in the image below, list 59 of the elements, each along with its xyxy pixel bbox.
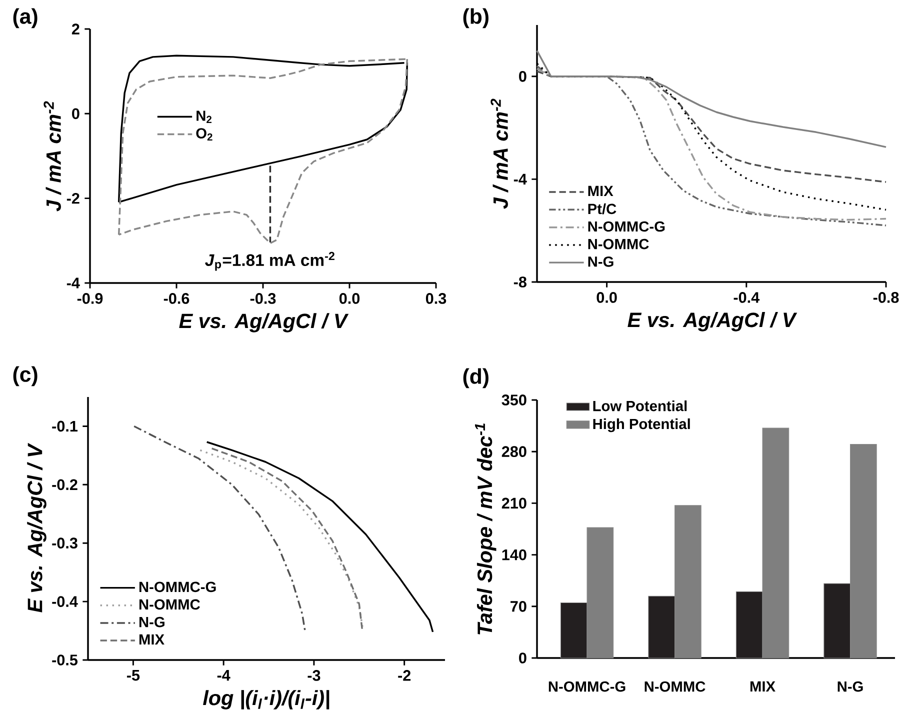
x-tick-label: -5 — [126, 670, 140, 681]
legend-label: Low Potential — [593, 400, 687, 412]
y-tick-label: 140 — [502, 549, 526, 560]
y-axis-title: J / mA cm$^{-2}$ — [44, 101, 62, 212]
y-tick-label: 0 — [519, 70, 526, 82]
y-tick-label: -4 — [66, 278, 80, 288]
x-axis-title: log |(i$_{l}$·i)/(i$_{l}$-i)| — [203, 690, 330, 710]
x-axis-title: E vs. Ag/AgCl / V — [628, 312, 798, 332]
x-tick-label: -0.8 — [873, 292, 899, 303]
legend-label: N$_{2}$ — [196, 110, 212, 123]
legend-label: High Potential — [593, 418, 690, 432]
legend-label: Pt/C — [588, 203, 616, 214]
y-tick-label: -2 — [66, 192, 80, 204]
y-tick-label: 2 — [72, 24, 80, 34]
x-tick-label: -0.9 — [77, 293, 103, 304]
x-tick-label: -0.4 — [734, 292, 760, 303]
x-tick-label: 0.0 — [339, 293, 360, 304]
legend-label: N-OMMC-G — [139, 582, 216, 592]
x-tick-label: N-OMMC-G — [548, 681, 626, 692]
y-tick-label: -0.4 — [52, 596, 78, 607]
y-tick-label: 0 — [519, 652, 526, 664]
y-tick-label: -0.5 — [52, 654, 78, 666]
y-tick-label: -0.1 — [52, 420, 78, 432]
chart-title: (c) — [13, 366, 38, 386]
legend-label: N-OMMC — [588, 238, 649, 250]
x-tick-label: 0.0 — [596, 292, 617, 303]
legend-label: N-G — [588, 256, 614, 267]
x-tick-label: MIX — [750, 681, 776, 692]
y-tick-label: 70 — [510, 600, 526, 612]
annotation: J$_{p}$=1.81 mA cm$^{-2}$ — [205, 252, 334, 271]
y-tick-label: -0.2 — [52, 479, 78, 490]
x-tick-label: N-G — [838, 681, 863, 692]
y-tick-label: 0 — [72, 108, 80, 120]
y-tick-label: -8 — [514, 276, 526, 288]
x-tick-label: -2 — [398, 670, 411, 681]
x-tick-label: -0.3 — [250, 293, 276, 304]
legend-label: N-OMMC — [139, 599, 200, 610]
legend-label: MIX — [588, 186, 614, 196]
legend-label: N-OMMC-G — [588, 221, 665, 232]
chart-title: (d) — [463, 368, 488, 388]
y-tick-label: 280 — [502, 446, 526, 458]
y-axis-title: E vs. Ag/AgCl / V — [27, 442, 46, 612]
x-tick-label: N-OMMC — [644, 681, 706, 692]
x-tick-label: 0.3 — [426, 293, 446, 304]
x-tick-label: -4 — [217, 670, 230, 681]
y-tick-label: 210 — [502, 498, 526, 509]
chart-title: (a) — [13, 8, 38, 28]
legend-label: MIX — [139, 634, 164, 645]
y-axis-title: Tafel Slope / mV dec$^{-1}$ — [475, 424, 496, 634]
chart-title: (b) — [463, 8, 488, 28]
y-tick-label: 350 — [502, 394, 526, 406]
legend-label: O$_{2}$ — [196, 128, 212, 141]
x-axis-title: E vs. Ag/AgCl / V — [179, 313, 349, 332]
y-axis-title: J / mA cm$^{-2}$ — [490, 98, 508, 209]
x-tick-label: -3 — [308, 670, 320, 681]
y-tick-label: -0.3 — [52, 538, 78, 549]
y-tick-label: -4 — [514, 174, 527, 184]
x-tick-label: -0.6 — [164, 293, 190, 304]
legend-label: N-G — [139, 616, 164, 628]
